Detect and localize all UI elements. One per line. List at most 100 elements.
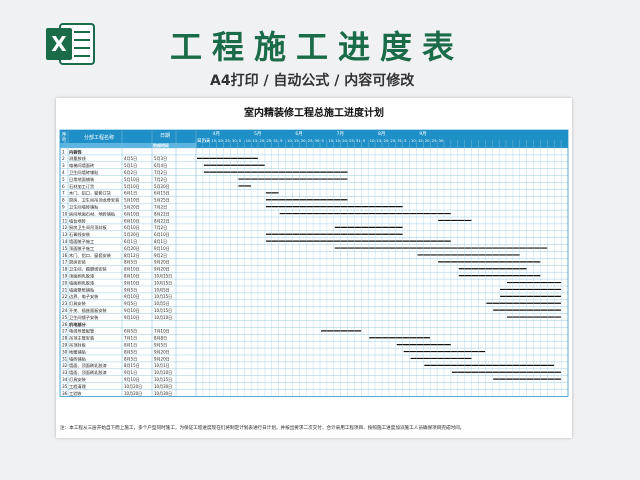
task-start: 6月5日 (124, 329, 137, 334)
task-start: 8月15日 (124, 363, 140, 368)
row-seq: 18 (62, 267, 68, 272)
day-tick-label: 5 (280, 138, 283, 143)
group-label: 机电部分 (69, 321, 87, 328)
row-seq: 11 (62, 218, 68, 223)
task-start: 9月10日 (124, 280, 140, 285)
day-tick-label: 5 (363, 138, 366, 143)
task-start: 10月20日 (124, 384, 142, 389)
task-name: 工验收 (69, 390, 82, 397)
task-name: 墙砖铺贴 (69, 355, 86, 362)
task-start: 9月10日 (124, 377, 140, 382)
row-seq: 16 (62, 253, 68, 258)
day-tick-label: 20 (301, 138, 306, 143)
task-end: 10月1日 (154, 363, 170, 368)
day-tick-label: 10 (411, 138, 416, 143)
row-seq: 29 (62, 343, 68, 348)
task-end: 9月20日 (154, 356, 170, 361)
month-label: 7月 (337, 131, 344, 137)
row-seq: 30 (62, 349, 68, 354)
task-name: 灯具安装 (69, 376, 87, 383)
task-end: 7月2日 (154, 170, 167, 175)
row-seq: 17 (62, 260, 68, 265)
task-start: 8月1日 (124, 343, 137, 348)
header-seq: 号 (62, 138, 67, 144)
task-name: 石膏线安装 (69, 231, 91, 238)
month-label: 6月 (295, 131, 302, 137)
header-subband (60, 143, 196, 148)
task-end: 8月22日 (154, 218, 170, 223)
task-end: 8月8日 (154, 336, 167, 341)
task-name: 顶面腻子施工 (69, 245, 94, 252)
day-tick-label: 30 (315, 138, 320, 143)
row-seq: 13 (62, 232, 68, 237)
task-name: 木门、铝口、窗套订货 (69, 190, 111, 197)
header-name: 分部工程名称 (84, 134, 114, 141)
task-end: 10月5日 (154, 301, 170, 306)
task-name: 电梯间墙面砖 (69, 162, 94, 169)
task-name: 灯具安装 (69, 300, 87, 307)
day-tick-label: 20 (383, 138, 388, 143)
row-seq: 23 (62, 301, 68, 306)
day-tick-label: 5 (321, 138, 324, 143)
task-end: 10月15日 (154, 308, 172, 313)
day-tick-label: 15 (418, 138, 423, 143)
task-end: 5月25日 (154, 198, 170, 203)
row-seq: 7 (62, 191, 65, 196)
task-end: 9月2日 (154, 253, 167, 258)
task-end: 9月5日 (154, 343, 167, 348)
task-name: 木门、铝口、窗套安装 (69, 252, 112, 259)
row-seq: 9 (62, 205, 65, 210)
task-start: 5月10日 (124, 177, 140, 182)
task-name: 房间地面石材、地砖铺贴 (69, 210, 115, 217)
task-start: 9月10日 (124, 315, 140, 320)
task-end: 10月15日 (154, 280, 172, 285)
row-seq: 25 (62, 315, 68, 320)
row-seq: 12 (62, 225, 68, 230)
task-name: 卫生间墙砖铺贴 (69, 204, 98, 211)
day-tick-label: 25 (266, 138, 271, 143)
day-tick-label: 10 (328, 138, 333, 143)
row-seq: 15 (62, 246, 68, 251)
sheet-title: 室内精装修工程总施工进度计划 (244, 108, 384, 119)
task-start: 8月5日 (124, 349, 137, 354)
row-seq: 4 (62, 170, 65, 175)
day-tick-label: 20 (259, 138, 264, 143)
day-tick-label: 25 (225, 138, 230, 143)
row-seq: 1 (62, 149, 65, 154)
row-seq: 14 (62, 239, 68, 244)
task-end: 7月2日 (154, 225, 167, 230)
task-end: 7月10日 (154, 329, 170, 334)
task-end: 7月2日 (154, 205, 167, 210)
day-tick-label: 15 (294, 138, 299, 143)
task-name: 吊顶主管安装 (69, 335, 95, 342)
task-start: 5月20日 (124, 205, 140, 210)
day-tick-label: 15 (377, 138, 382, 143)
row-seq: 20 (62, 280, 68, 285)
day-tick-label: 25 (390, 138, 395, 143)
day-tick-label: 10 (370, 138, 375, 143)
day-tick-label: 5 (239, 138, 242, 143)
month-label: 4月 (213, 131, 220, 137)
task-end: 9月20日 (154, 260, 170, 265)
header-date: 日期 (160, 133, 170, 139)
task-name: 开关、插座面板安装 (69, 307, 108, 314)
task-start: 5月20日 (124, 232, 140, 237)
task-name: 墙面刷乳胶漆 (69, 279, 94, 286)
row-seq: 27 (62, 329, 68, 334)
row-seq: 33 (62, 370, 68, 375)
task-name: 顶面刷乳胶漆 (69, 273, 94, 280)
banner-subtitle: A4打印 / 自动公式 / 内容可修改 (210, 73, 415, 89)
day-tick-label: 31 (273, 138, 278, 143)
footnote: 注：本工程从三层开始自下而上施工，多个户型同时施工，为保证工程进度现在们将制定计… (60, 426, 465, 431)
day-tick-label: 5 (197, 138, 200, 143)
task-name: 墙面壁纸铺贴 (69, 286, 94, 293)
task-start: 8月12日 (124, 253, 140, 258)
task-name: 厨房安装 (69, 259, 87, 266)
task-start: 9月10日 (124, 294, 140, 299)
task-start: 7月1日 (124, 336, 137, 341)
task-end: 6月10日 (154, 232, 170, 237)
task-start: 4月5日 (124, 156, 137, 161)
row-seq: 2 (62, 156, 65, 161)
day-tick-label: 20 (218, 138, 223, 143)
